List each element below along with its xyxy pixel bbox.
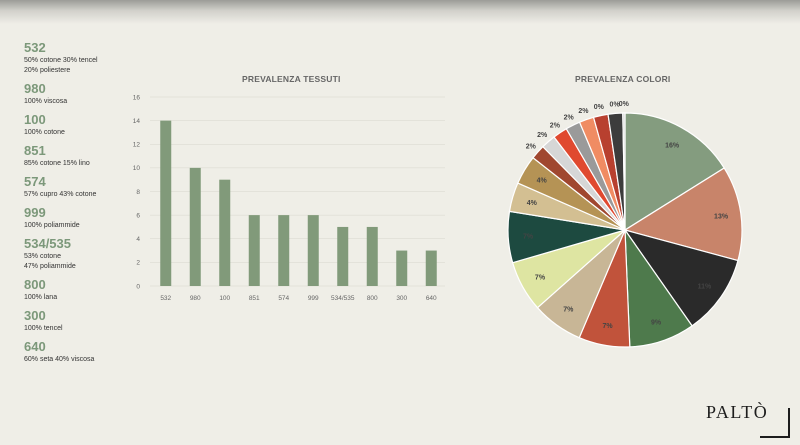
fabric-code: 574 — [24, 174, 46, 189]
y-tick-label: 10 — [133, 165, 141, 172]
pie-slice — [623, 228, 739, 327]
pie-slice-label: 16% — [665, 143, 680, 150]
pie-slice — [622, 112, 626, 231]
pie-slice-label: 7% — [563, 306, 574, 313]
fabric-composition: 100% viscosa — [24, 98, 68, 105]
y-tick-label: 6 — [136, 212, 140, 219]
pie-slice-label: 9% — [651, 319, 662, 326]
fabric-item: 999 100% poliammide — [24, 205, 174, 231]
x-tick-label: 574 — [278, 295, 289, 302]
fabric-code: 300 — [24, 308, 46, 323]
pie-slice-label: 7% — [523, 233, 534, 240]
bar — [189, 167, 201, 286]
fabric-composition: 100% tencel — [24, 325, 63, 332]
pie-slice-label: 13% — [714, 213, 729, 220]
fabric-item: 574 57% cupro 43% cotone — [24, 174, 174, 200]
x-tick-label: 851 — [249, 295, 260, 302]
fabric-code: 534/535 — [24, 236, 71, 251]
fabric-item: 534/535 53% cotone 47% poliammide — [24, 236, 174, 272]
y-tick-label: 0 — [136, 283, 140, 290]
fabric-item: 300 100% tencel — [24, 308, 174, 334]
pie-slice-label: 7% — [535, 274, 546, 281]
pie-slice-label: 2% — [537, 132, 548, 139]
bar — [219, 179, 231, 286]
fabric-code: 851 — [24, 143, 46, 158]
y-tick-label: 12 — [133, 142, 141, 149]
bar — [278, 215, 290, 286]
bar — [337, 226, 349, 286]
x-tick-label: 532 — [160, 295, 171, 302]
bar-chart-title: PREVALENZA TESSUTI — [242, 74, 341, 84]
fabric-code: 980 — [24, 81, 46, 96]
fabric-legend-list: 532 50% cotone 30% tencel 20% poliestere 9… — [24, 40, 174, 370]
fabric-code: 999 — [24, 205, 46, 220]
pie-slice-label: 2% — [550, 122, 561, 129]
y-tick-label: 4 — [136, 236, 140, 243]
fabric-composition: 60% seta 40% viscosa — [24, 356, 95, 363]
bar — [396, 250, 408, 286]
top-shadow-bar — [0, 0, 800, 24]
fabric-composition: 100% cotone — [24, 129, 65, 136]
fabric-item: 851 85% cotone 15% lino — [24, 143, 174, 169]
fabric-item: 640 60% seta 40% viscosa — [24, 339, 174, 365]
logo-frame-vertical — [788, 408, 790, 438]
y-tick-label: 2 — [136, 260, 140, 267]
x-tick-label: 640 — [426, 295, 437, 302]
pie-slice-label: 11% — [698, 283, 712, 290]
bar — [248, 215, 260, 286]
pie-slice-label: 4% — [537, 178, 548, 185]
pie-slice-label: 7% — [603, 323, 614, 330]
fabric-item: 800 100% lana — [24, 277, 174, 303]
y-tick-label: 16 — [133, 94, 141, 101]
fabric-composition: 53% cotone 47% poliammide — [24, 253, 76, 270]
y-tick-label: 8 — [136, 189, 140, 196]
pie-chart: 16%13%11%9%7%7%7%7%4%4%2%2%2%2%2%0% 0% 0% — [507, 101, 743, 348]
pie-chart-title: PREVALENZA COLORI — [575, 74, 671, 84]
fabric-composition: 100% lana — [24, 294, 58, 301]
pie-slice-label: 2% — [526, 143, 537, 150]
bar — [307, 215, 319, 286]
fabric-composition: 85% cotone 15% lino — [24, 160, 90, 167]
x-tick-label: 800 — [367, 295, 378, 302]
pie-slice-label: 0% — [610, 102, 621, 109]
fabric-composition: 100% poliammide — [24, 222, 80, 229]
bar — [425, 250, 437, 286]
logo-frame-horizontal — [760, 436, 790, 438]
bar-chart: 0 2 4 6 8 10 12 14 16 532 980 100 851 574 999 534/535 80… — [133, 94, 445, 302]
fabric-code: 100 — [24, 112, 46, 127]
x-tick-label: 300 — [396, 295, 407, 302]
x-tick-label: 980 — [190, 295, 201, 302]
x-tick-label: 999 — [308, 295, 319, 302]
pie-slice-label: 2% — [578, 108, 589, 115]
brand-logo: PALTÒ — [706, 402, 769, 422]
fabric-code: 532 — [24, 40, 46, 55]
pie-slice-label: 4% — [527, 200, 538, 207]
fabric-composition: 50% cotone 30% tencel 20% poliestere — [24, 57, 98, 74]
bar — [366, 226, 378, 286]
x-tick-label: 100 — [219, 295, 230, 302]
pie-slice-label: 0% — [594, 104, 605, 111]
fabric-item: 532 50% cotone 30% tencel 20% poliestere — [24, 40, 174, 76]
fabric-item: 980 100% viscosa — [24, 81, 174, 107]
fabric-code: 640 — [24, 339, 46, 354]
pie-slice-label: 0% — [619, 101, 630, 108]
x-tick-label: 534/535 — [331, 295, 355, 302]
bar — [160, 120, 172, 286]
fabric-composition: 57% cupro 43% cotone — [24, 191, 97, 198]
y-tick-label: 14 — [133, 118, 141, 125]
fabric-code: 800 — [24, 277, 46, 292]
pie-slice-label: 2% — [564, 114, 575, 121]
pie-slice — [624, 112, 726, 232]
fabric-item: 100 100% cotone — [24, 112, 174, 138]
